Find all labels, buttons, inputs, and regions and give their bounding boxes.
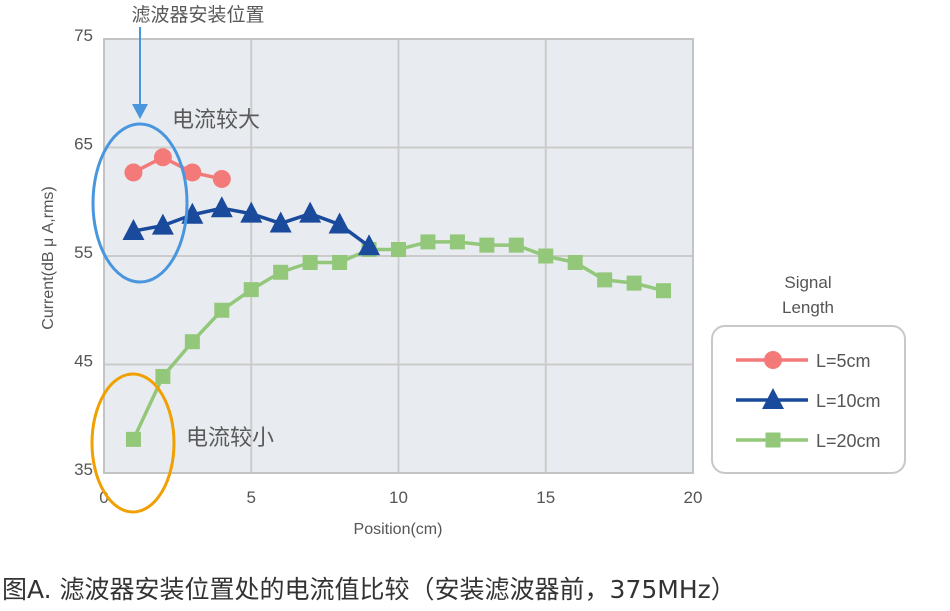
legend-title-line1: Signal (784, 273, 831, 292)
y-tick-label: 55 (74, 243, 93, 262)
highlight-ellipse-small-current (90, 372, 176, 514)
y-tick-label: 75 (74, 26, 93, 45)
square-marker (184, 334, 200, 350)
highlight-ellipse-large-current (91, 122, 189, 284)
square-marker (302, 255, 318, 271)
triangle-marker (269, 211, 292, 233)
legend-box (711, 325, 906, 474)
circle-marker (183, 163, 202, 182)
triangle-marker (240, 201, 263, 223)
legend-item-L=10cm: L=10cm (736, 388, 881, 411)
series-L=20cm (125, 234, 672, 447)
square-marker (155, 368, 171, 384)
figure-caption: 图A. 滤波器安装位置处的电流值比较（安装滤波器前，375MHz） (2, 575, 736, 604)
square-marker (332, 255, 348, 271)
x-axis-ticks: 0 5 10 15 20 (99, 488, 702, 507)
triangle-marker (151, 213, 174, 235)
square-marker (273, 264, 289, 280)
legend-item-L=5cm: L=5cm (736, 351, 871, 371)
legend-label: L=10cm (816, 391, 881, 411)
chart: 35 45 55 65 75 0 5 10 15 20 Position(cm) Current… (40, 4, 906, 538)
square-marker (508, 237, 524, 253)
y-axis-title: Current(dB μ A,rms) (40, 186, 57, 329)
square-marker (125, 431, 141, 447)
circle-marker (764, 351, 782, 369)
x-tick-label: 0 (99, 488, 108, 507)
square-marker (420, 234, 436, 250)
triangle-marker (358, 234, 381, 256)
square-marker (765, 432, 781, 448)
y-tick-label: 45 (74, 352, 93, 371)
square-marker (567, 255, 583, 271)
square-marker (538, 248, 554, 264)
square-marker (597, 272, 613, 288)
x-tick-label: 15 (536, 488, 555, 507)
legend-item-L=20cm: L=20cm (736, 431, 881, 451)
triangle-marker (328, 212, 351, 234)
circle-marker (212, 169, 231, 188)
square-marker (656, 283, 672, 299)
square-marker (243, 282, 259, 298)
y-axis-ticks: 35 45 55 65 75 (74, 26, 93, 479)
triangle-marker (122, 219, 145, 241)
series-L=5cm (124, 148, 231, 188)
triangle-marker (299, 201, 322, 223)
legend-title-line2: Length (782, 298, 834, 317)
square-marker (626, 275, 642, 291)
x-tick-label: 20 (684, 488, 703, 507)
triangle-marker (210, 196, 233, 218)
x-tick-label: 5 (247, 488, 256, 507)
legend-label: L=20cm (816, 431, 881, 451)
square-marker (479, 237, 495, 253)
square-marker (449, 234, 465, 250)
circle-marker (124, 163, 143, 182)
y-tick-label: 35 (74, 460, 93, 479)
y-tick-label: 65 (74, 135, 93, 154)
small-current-label: 电流较小 (186, 426, 274, 451)
x-tick-label: 10 (389, 488, 408, 507)
triangle-marker (762, 388, 784, 409)
legend: Signal Length L=5cm L=10cm L=20cm (711, 273, 906, 474)
filter-position-label: 滤波器安装位置 (131, 4, 264, 26)
x-axis-title: Position(cm) (354, 521, 443, 538)
arrow-down-icon (132, 104, 148, 119)
circle-marker (153, 148, 172, 167)
legend-label: L=5cm (816, 351, 871, 371)
square-marker (214, 302, 230, 318)
square-marker (391, 241, 406, 257)
large-current-label: 电流较大 (172, 108, 260, 133)
